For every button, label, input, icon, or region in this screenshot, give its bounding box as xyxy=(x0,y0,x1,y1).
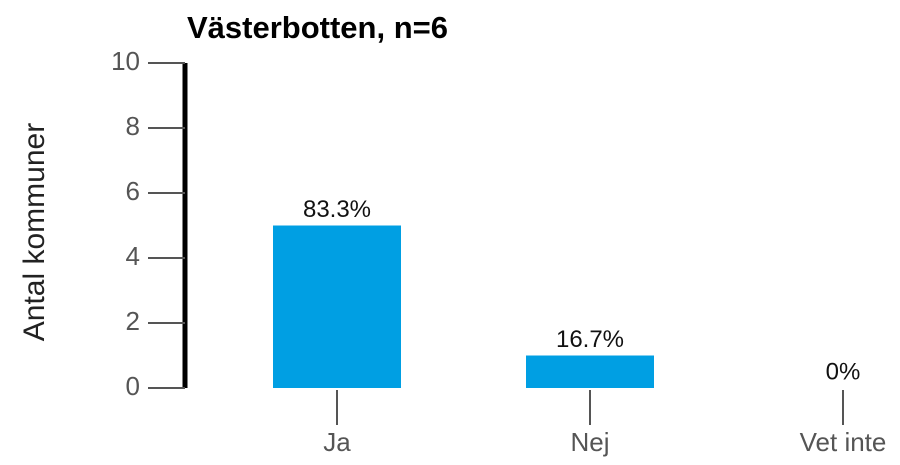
y-axis-label: Antal kommuner xyxy=(18,123,51,341)
x-tick-label: Ja xyxy=(323,427,351,457)
bar-label: 16.7% xyxy=(556,326,624,353)
chart-title: Västerbotten, n=6 xyxy=(187,10,448,45)
bar-label: 83.3% xyxy=(303,196,371,223)
bar xyxy=(526,355,654,388)
bar xyxy=(273,225,401,388)
y-tick-label: 0 xyxy=(126,371,140,401)
y-tick-label: 2 xyxy=(126,306,140,336)
y-tick-label: 8 xyxy=(126,111,140,141)
x-tick-label: Vet inte xyxy=(800,427,887,457)
bar-label: 0% xyxy=(826,358,861,385)
y-tick-label: 6 xyxy=(126,176,140,206)
y-tick-label: 10 xyxy=(111,46,140,76)
y-tick-label: 4 xyxy=(126,241,140,271)
x-tick-label: Nej xyxy=(570,427,609,457)
